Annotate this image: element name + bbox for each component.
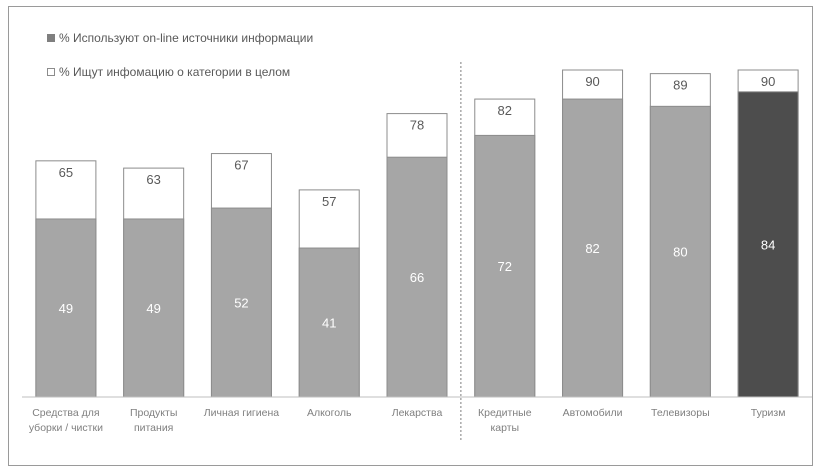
data-label-online: 41 [322,316,336,331]
legend-label-online: % Используют on-line источники информаци… [59,31,314,45]
data-label-online: 80 [673,245,687,260]
data-label-search: 63 [146,172,160,187]
data-label-search: 82 [498,103,512,118]
legend-swatch-search [47,68,55,76]
category-label: Туризм [751,407,786,419]
data-label-search: 90 [585,74,599,89]
data-label-search: 57 [322,194,336,209]
data-label-search: 65 [59,165,73,180]
category-label: Средства для [32,407,99,419]
legend-item-search: % Ищут инфомацию о категории в целом [47,65,290,79]
data-label-online: 82 [585,241,599,256]
data-label-online: 49 [146,301,160,316]
bar-online [35,218,97,398]
bar-online [474,134,536,398]
legend-item-online: % Используют on-line источники информаци… [47,31,313,45]
bar-online [386,156,448,398]
data-label-search: 89 [673,78,687,93]
bar-online [210,207,272,398]
category-label: Телевизоры [651,407,710,419]
data-label-search: 90 [761,74,775,89]
category-label: Кредитные [478,407,532,419]
bar-online [123,218,185,398]
category-label: Автомобили [563,407,623,419]
data-label-online: 66 [410,270,424,285]
bar-online [298,247,360,398]
bar-online [649,105,711,398]
data-label-online: 49 [59,301,73,316]
category-label: Продукты [130,407,177,419]
data-label-search: 78 [410,118,424,133]
category-label: уборки / чистки [29,422,103,434]
legend-label-search: % Ищут инфомацию о категории в целом [59,65,291,79]
data-label-online: 52 [234,296,248,311]
category-label: Алкоголь [307,407,352,419]
category-label: карты [490,422,519,434]
category-label: Лекарства [392,407,443,419]
data-label-online: 84 [761,237,775,252]
data-label-online: 72 [498,259,512,274]
category-label: питания [134,422,173,434]
legend-swatch-online [47,34,55,42]
category-label: Личная гигиена [204,407,279,419]
data-label-search: 67 [234,158,248,173]
